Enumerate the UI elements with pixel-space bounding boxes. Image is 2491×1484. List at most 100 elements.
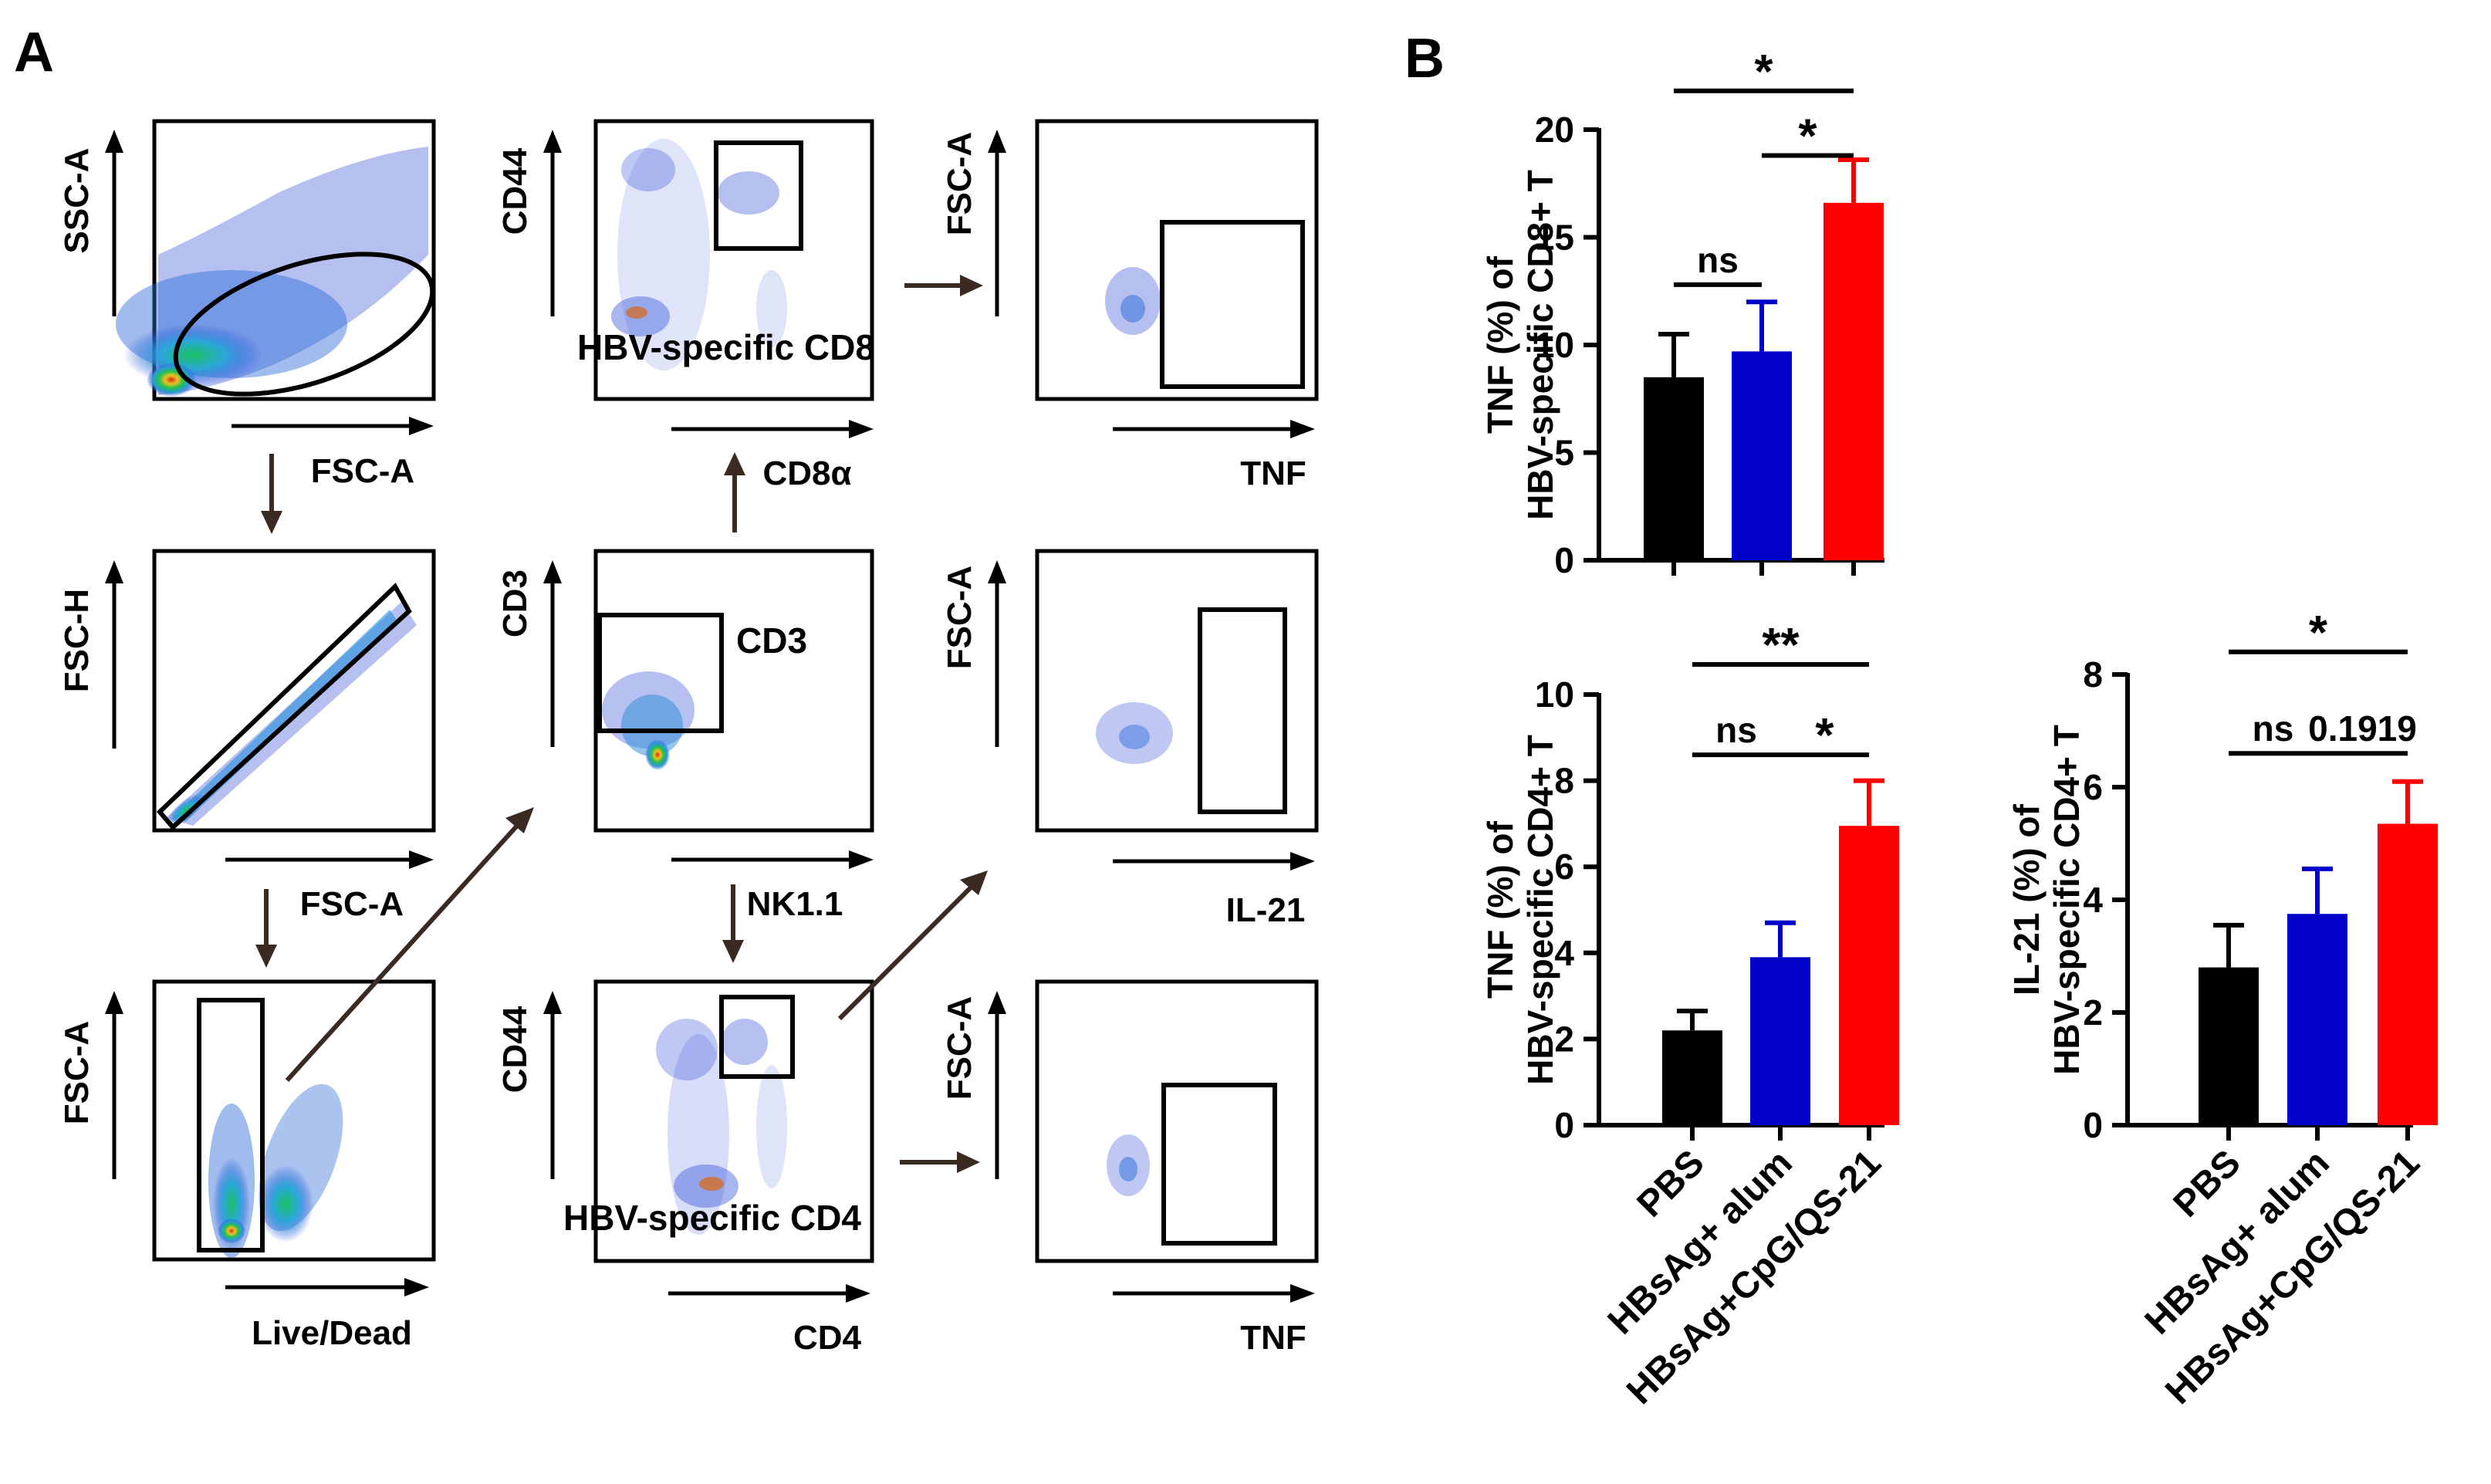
y-tick-label: 20	[1535, 110, 1574, 150]
y-axis-arrow	[105, 130, 123, 316]
density-cloud	[208, 1083, 343, 1258]
gating-arrows	[255, 275, 988, 1173]
y-tick-label: 6	[2083, 767, 2103, 807]
flow-plot-fsch-fsca: FSC-H FSC-A	[58, 549, 436, 923]
y-axis-arrow	[543, 560, 562, 747]
x-category-label: PBS	[1630, 1142, 1712, 1225]
x-axis-arrow	[671, 850, 874, 869]
flow-xlabel: TNF	[1240, 1319, 1306, 1357]
gating-arrow-right	[904, 275, 983, 296]
x-axis-arrow	[225, 850, 434, 869]
x-axis-arrow	[1113, 852, 1315, 870]
density-cloud	[1096, 702, 1173, 764]
y-axis-arrow	[988, 130, 1006, 316]
y-tick-label: 10	[1535, 325, 1574, 365]
flow-plot-frame	[1035, 549, 1319, 833]
significance-label: **	[1762, 619, 1800, 672]
density-cloud	[1107, 1134, 1150, 1196]
density-cloud	[116, 147, 428, 397]
panel-label-b: B	[1404, 28, 1445, 90]
y-axis-arrow	[543, 130, 562, 316]
density-cloud	[656, 1019, 787, 1235]
y-axis-title-line1: IL-21 (%) of	[2006, 803, 2047, 996]
gate-ellipse	[173, 252, 435, 397]
flow-xlabel: Live/Dead	[252, 1314, 412, 1352]
y-axis-title-line2: HBV-specific CD4+ T	[2047, 725, 2087, 1075]
flow-plot-ssc-fsc: SSC-A FSC-A	[58, 119, 436, 490]
panel-label-a: A	[14, 22, 54, 83]
gate-rect	[1198, 607, 1287, 814]
y-tick-label: 0	[2083, 1105, 2103, 1145]
significance-label: *	[2309, 607, 2328, 660]
significance-label: 0.1919	[2308, 708, 2417, 749]
bar-0	[2199, 967, 2259, 1125]
gating-arrow-right	[900, 1151, 980, 1173]
flow-ylabel: FSC-H	[58, 589, 96, 692]
y-tick-label: 0	[1554, 540, 1574, 580]
flow-plot-frame	[593, 549, 874, 833]
gate-rect	[197, 998, 265, 1252]
y-tick-label: 15	[1535, 218, 1574, 258]
flow-note: HBV-specific CD8	[577, 327, 875, 367]
bar-1	[2287, 914, 2347, 1125]
gate-rect	[1160, 220, 1305, 389]
gating-arrow-up	[724, 452, 745, 532]
significance-label: *	[1815, 709, 1834, 762]
y-axis-arrow	[988, 560, 1006, 747]
gate-rect	[714, 140, 803, 251]
significance-label: ns	[1715, 710, 1757, 750]
flow-ylabel: CD3	[496, 570, 534, 637]
bar-2	[1823, 202, 1884, 560]
y-tick-label: 5	[1554, 433, 1574, 473]
flow-xlabel: NK1.1	[747, 885, 843, 923]
gating-arrow-down	[261, 454, 282, 534]
bar-2	[1839, 826, 1899, 1125]
y-axis-arrow	[988, 991, 1006, 1179]
density-cloud	[1105, 267, 1161, 335]
y-tick-label: 4	[2083, 880, 2103, 920]
y-tick-label: 8	[1554, 761, 1574, 801]
x-axis-arrow	[225, 1278, 429, 1296]
bar-0	[1644, 377, 1704, 560]
flow-plot-frame	[593, 119, 874, 401]
bar-0	[1662, 1030, 1722, 1125]
y-axis-arrow	[105, 991, 123, 1179]
bar-2	[2378, 823, 2438, 1125]
flow-ylabel: FSC-A	[941, 996, 978, 1100]
x-axis-arrow	[671, 420, 874, 438]
y-tick-label: 2	[2083, 992, 2103, 1033]
flow-plot-cd44-cd4: HBV-specific CD4 CD44 CD4	[496, 979, 874, 1357]
flow-plot-frame	[152, 549, 436, 833]
flow-plot-frame	[1035, 119, 1319, 401]
flow-plot-fsc-tnf-cd4: FSC-A TNF	[941, 979, 1319, 1357]
flow-note: CD3	[736, 620, 807, 661]
y-tick-label: 2	[1554, 1019, 1574, 1059]
flow-ylabel: CD44	[496, 1006, 534, 1093]
significance-label: *	[1798, 110, 1817, 163]
bar-1	[1732, 351, 1792, 560]
bar-1	[1750, 957, 1810, 1125]
flow-ylabel: FSC-A	[941, 566, 978, 669]
gating-arrow-down	[255, 889, 277, 968]
flow-plot-cd44-cd8: HBV-specific CD8 CD44 CD8α	[496, 119, 875, 492]
flow-xlabel: CD8α	[762, 455, 851, 492]
significance-label: *	[1754, 46, 1773, 99]
x-axis-arrow	[1113, 420, 1315, 438]
flow-plot-fsc-live: FSC-A Live/Dead	[58, 979, 436, 1352]
flow-xlabel: FSC-A	[311, 452, 414, 490]
y-axis-arrow	[543, 991, 562, 1179]
x-axis-arrow	[668, 1284, 870, 1303]
flow-ylabel: FSC-A	[941, 132, 978, 235]
flow-xlabel: FSC-A	[300, 885, 404, 923]
flow-ylabel: CD44	[496, 147, 534, 235]
flow-panels: SSC-A FSC-A FSC-H FSC-A	[58, 119, 1319, 1357]
y-axis-title-line1: TNF (%) of	[1480, 820, 1520, 999]
y-axis-title-line2: HBV-specific CD4+ T	[1520, 735, 1560, 1085]
density-cloud	[611, 139, 787, 370]
flow-plot-fsc-tnf-cd8: FSC-A TNF	[941, 119, 1319, 492]
y-axis-title-line1: TNF (%) of	[1480, 255, 1520, 434]
y-tick-label: 4	[1554, 933, 1574, 973]
y-axis-title-line2: HBV-specific CD8+ T	[1520, 170, 1560, 520]
